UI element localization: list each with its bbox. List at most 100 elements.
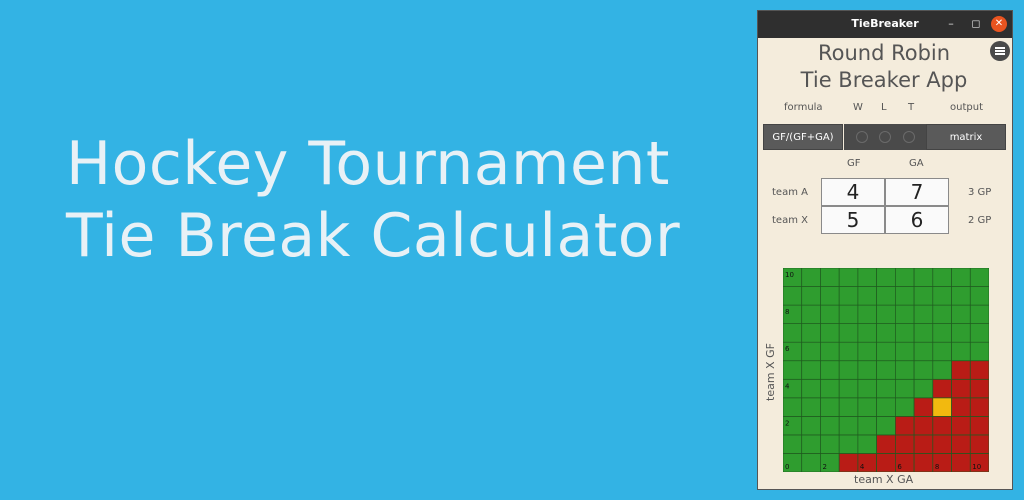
matrix-cell[interactable] [932,434,952,454]
matrix-cell[interactable] [969,434,989,454]
matrix-cell[interactable] [857,341,877,362]
matrix-cell[interactable] [820,286,840,306]
matrix-cell[interactable] [932,304,952,324]
matrix-cell[interactable] [951,453,971,472]
close-icon[interactable]: ✕ [991,16,1007,32]
matrix-cell[interactable] [932,416,952,436]
matrix-cell[interactable] [969,397,989,417]
matrix-cell[interactable] [932,397,952,417]
matrix-cell[interactable] [857,397,877,417]
matrix-cell[interactable] [783,360,803,380]
matrix-cell[interactable] [820,397,840,417]
matrix-cell[interactable] [838,397,859,417]
matrix-cell[interactable] [857,434,877,454]
matrix-cell[interactable] [838,378,859,399]
matrix-cell[interactable] [951,323,971,343]
matrix-cell[interactable] [932,286,952,306]
matrix-cell[interactable] [857,323,877,343]
matrix-cell[interactable] [895,416,915,436]
matrix-cell[interactable] [969,323,989,343]
matrix-cell[interactable] [838,416,859,436]
matrix-cell[interactable] [801,360,821,380]
matrix-cell[interactable] [801,341,821,362]
matrix-cell[interactable] [801,286,821,306]
matrix-cell[interactable] [895,323,915,343]
matrix-cell[interactable] [951,416,971,436]
matrix-cell[interactable] [801,416,821,436]
matrix-cell[interactable] [876,286,896,306]
matrix-cell[interactable] [913,397,934,417]
matrix-cell[interactable] [895,268,915,287]
matrix-cell[interactable] [876,323,896,343]
matrix-cell[interactable] [913,378,934,399]
matrix-cell[interactable] [857,286,877,306]
matrix-cell[interactable] [783,286,803,306]
matrix-cell[interactable] [876,360,896,380]
w-radio[interactable] [856,131,868,143]
matrix-cell[interactable] [838,360,859,380]
matrix-cell[interactable] [876,378,896,399]
matrix-cell[interactable] [801,378,821,399]
matrix-cell[interactable] [913,323,934,343]
matrix-cell[interactable] [913,434,934,454]
matrix-cell[interactable] [913,304,934,324]
team-a-gf-input[interactable]: 4 [821,178,885,206]
matrix-cell[interactable] [857,304,877,324]
matrix-cell[interactable] [969,304,989,324]
matrix-cell[interactable] [801,434,821,454]
matrix-cell[interactable] [932,341,952,362]
matrix-cell[interactable] [801,268,821,287]
matrix-cell[interactable] [838,323,859,343]
output-button[interactable]: matrix [926,124,1006,150]
matrix-cell[interactable] [951,286,971,306]
matrix-cell[interactable] [913,453,934,472]
matrix-cell[interactable] [857,268,877,287]
matrix-cell[interactable] [876,397,896,417]
matrix-cell[interactable] [838,453,859,472]
matrix-cell[interactable] [820,323,840,343]
matrix-cell[interactable] [838,268,859,287]
matrix-cell[interactable] [801,453,821,472]
matrix-cell[interactable] [951,378,971,399]
matrix-cell[interactable] [951,360,971,380]
matrix-cell[interactable] [820,360,840,380]
matrix-cell[interactable] [969,416,989,436]
matrix-cell[interactable] [913,416,934,436]
matrix-cell[interactable] [838,304,859,324]
matrix-cell[interactable] [783,323,803,343]
matrix-cell[interactable] [932,323,952,343]
matrix-cell[interactable] [969,268,989,287]
tie-break-matrix[interactable]: 0 2 4 6 8 10 2 4 6 8 10 [783,268,989,472]
matrix-cell[interactable] [969,378,989,399]
matrix-cell[interactable] [876,453,896,472]
matrix-cell[interactable] [951,268,971,287]
matrix-cell[interactable] [876,268,896,287]
matrix-cell[interactable] [801,323,821,343]
team-a-ga-input[interactable]: 7 [885,178,949,206]
matrix-cell[interactable] [838,286,859,306]
matrix-cell[interactable] [895,304,915,324]
matrix-cell[interactable] [913,360,934,380]
formula-button[interactable]: GF/(GF+GA) [763,124,843,150]
window-titlebar[interactable]: TieBreaker – ◻ ✕ [758,11,1012,38]
matrix-cell[interactable] [801,397,821,417]
matrix-cell[interactable] [913,286,934,306]
matrix-cell[interactable] [838,341,859,362]
matrix-cell[interactable] [951,304,971,324]
matrix-cell[interactable] [951,341,971,362]
matrix-cell[interactable] [951,397,971,417]
l-radio[interactable] [879,131,891,143]
matrix-cell[interactable] [820,416,840,436]
team-x-ga-input[interactable]: 6 [885,206,949,234]
matrix-cell[interactable] [857,360,877,380]
hamburger-menu-icon[interactable] [990,41,1010,61]
matrix-cell[interactable] [820,341,840,362]
matrix-cell[interactable] [969,341,989,362]
team-x-gf-input[interactable]: 5 [821,206,885,234]
matrix-cell[interactable] [895,341,915,362]
matrix-cell[interactable] [876,434,896,454]
matrix-cell[interactable] [932,360,952,380]
matrix-cell[interactable] [820,434,840,454]
matrix-cell[interactable] [895,378,915,399]
matrix-cell[interactable] [857,416,877,436]
